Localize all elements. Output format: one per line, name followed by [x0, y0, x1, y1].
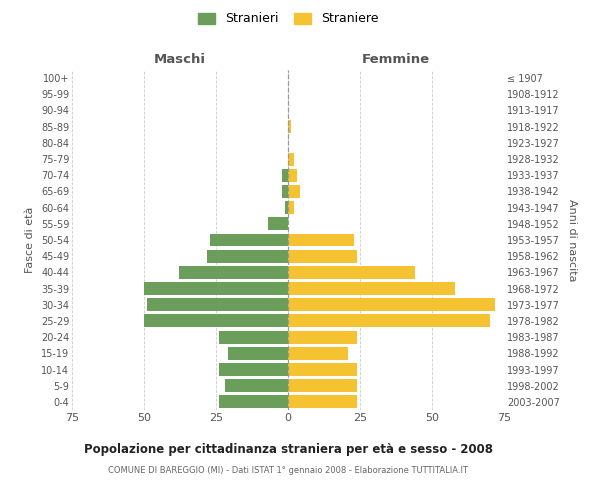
Bar	[147, 298, 288, 311]
Bar	[288, 363, 357, 376]
Bar	[224, 379, 288, 392]
Bar	[219, 363, 288, 376]
Bar	[288, 120, 291, 133]
Bar	[285, 201, 288, 214]
Bar	[288, 330, 357, 344]
Text: Popolazione per cittadinanza straniera per età e sesso - 2008: Popolazione per cittadinanza straniera p…	[83, 442, 493, 456]
Bar	[288, 152, 294, 166]
Bar	[282, 185, 288, 198]
Bar	[210, 234, 288, 246]
Bar	[288, 379, 357, 392]
Bar	[288, 185, 299, 198]
Bar	[268, 218, 288, 230]
Bar	[144, 282, 288, 295]
Bar	[179, 266, 288, 279]
Bar	[208, 250, 288, 262]
Bar	[219, 330, 288, 344]
Bar	[288, 266, 415, 279]
Bar	[288, 347, 349, 360]
Bar	[144, 314, 288, 328]
Bar	[288, 314, 490, 328]
Bar	[288, 234, 354, 246]
Bar	[219, 396, 288, 408]
Text: COMUNE DI BAREGGIO (MI) - Dati ISTAT 1° gennaio 2008 - Elaborazione TUTTITALIA.I: COMUNE DI BAREGGIO (MI) - Dati ISTAT 1° …	[108, 466, 468, 475]
Bar	[288, 250, 357, 262]
Bar	[288, 169, 296, 181]
Bar	[227, 347, 288, 360]
Bar	[288, 282, 455, 295]
Y-axis label: Fasce di età: Fasce di età	[25, 207, 35, 273]
Bar	[288, 298, 496, 311]
Bar	[288, 201, 294, 214]
Bar	[282, 169, 288, 181]
Bar	[288, 396, 357, 408]
Y-axis label: Anni di nascita: Anni di nascita	[566, 198, 577, 281]
Legend: Stranieri, Straniere: Stranieri, Straniere	[194, 8, 382, 29]
